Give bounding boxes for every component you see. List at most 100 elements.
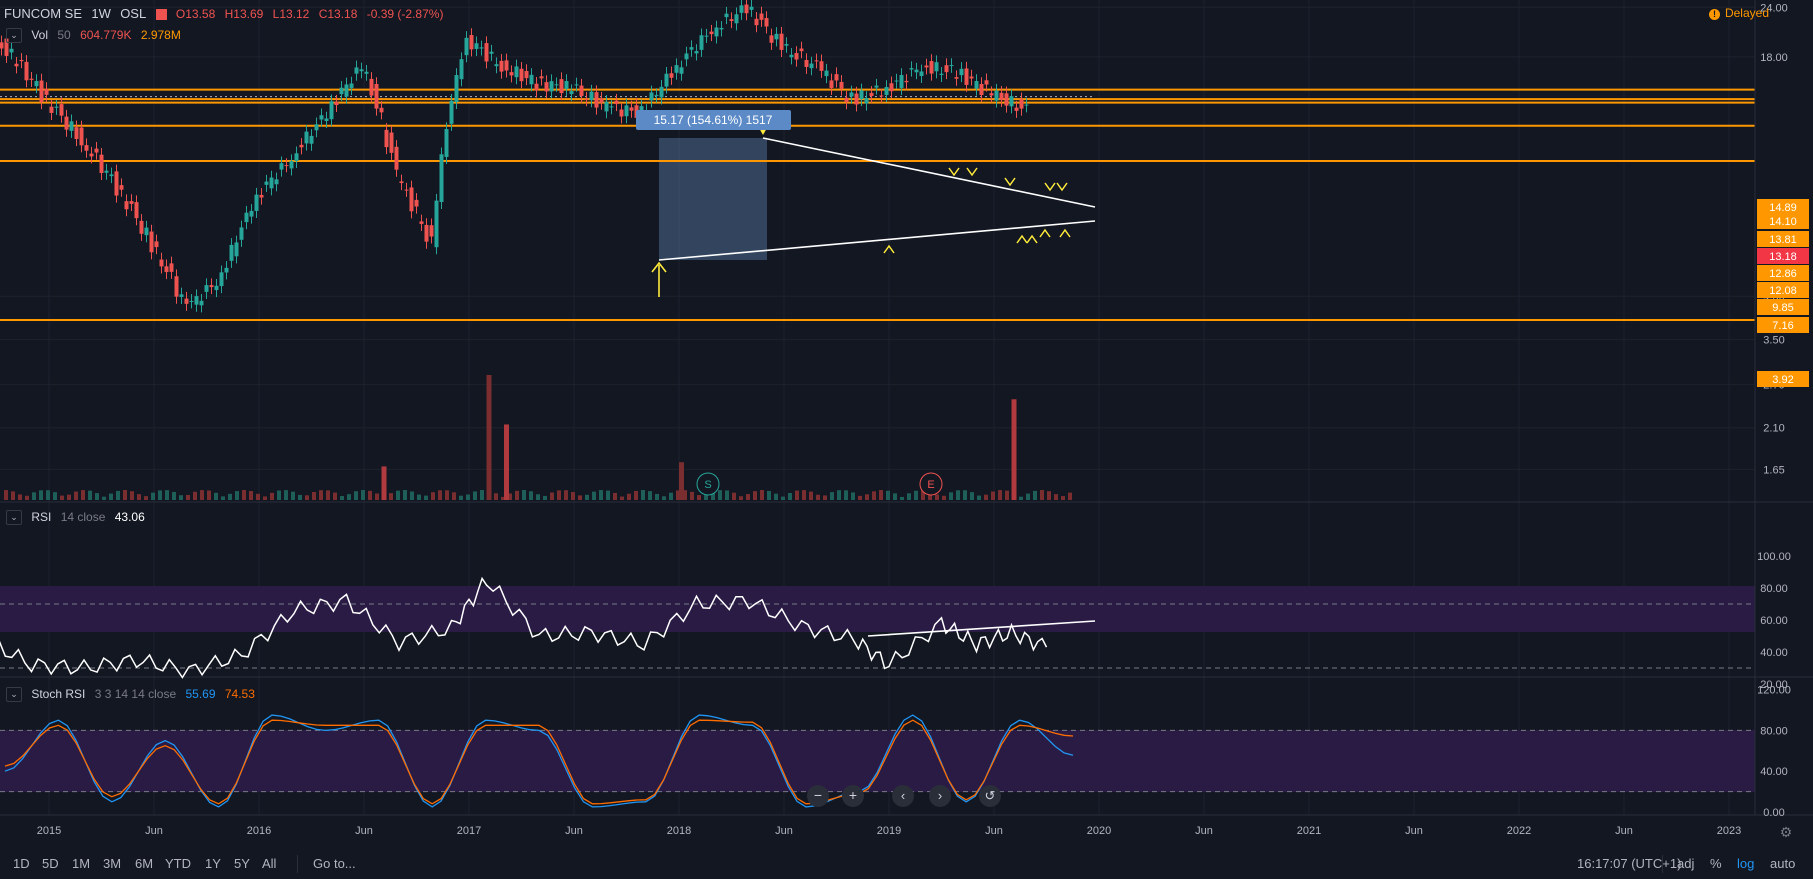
volume-bar xyxy=(697,495,701,500)
volume-bar xyxy=(648,491,652,500)
scroll-left-icon[interactable]: ‹ xyxy=(901,788,905,803)
volume-bar xyxy=(515,490,519,500)
volume-bar xyxy=(641,490,645,500)
symbol-name[interactable]: FUNCOM SE xyxy=(4,6,82,21)
range-button-all[interactable]: All xyxy=(262,856,277,871)
candle xyxy=(489,51,494,54)
candle xyxy=(159,259,164,267)
stoch-k-value: 55.69 xyxy=(185,687,216,701)
chart-canvas[interactable]: 70.0054.0042.0032.0024.0018.004.503.502.… xyxy=(0,0,1813,849)
candle xyxy=(844,97,849,103)
range-button-1m[interactable]: 1M xyxy=(72,856,91,871)
touch-marker xyxy=(966,167,978,177)
candle xyxy=(859,90,864,100)
zoom-in-icon[interactable]: + xyxy=(849,787,857,803)
range-button-5d[interactable]: 5D xyxy=(42,856,59,871)
volume-bar xyxy=(1033,490,1037,500)
volume-bar xyxy=(928,491,932,500)
collapse-chevron-icon[interactable]: ⌄ xyxy=(6,687,22,703)
candle xyxy=(259,194,264,198)
percent-toggle[interactable]: % xyxy=(1710,856,1722,871)
volume-bar xyxy=(445,490,449,500)
range-button-3m[interactable]: 3M xyxy=(103,856,122,871)
collapse-chevron-icon[interactable]: ⌄ xyxy=(6,28,22,44)
candle xyxy=(249,210,254,217)
rsi-label[interactable]: RSI xyxy=(31,510,52,524)
candle xyxy=(309,135,314,144)
time-tick-label: Jun xyxy=(985,825,1003,837)
touch-marker xyxy=(948,167,960,177)
volume-bar xyxy=(340,496,344,500)
candle xyxy=(369,78,374,96)
touch-markers xyxy=(883,167,1071,254)
candle xyxy=(989,93,994,96)
candle xyxy=(149,231,154,253)
volume-bar xyxy=(592,491,596,500)
volume-bar xyxy=(235,491,239,500)
flag-icon[interactable] xyxy=(155,9,167,21)
volume-bar xyxy=(494,493,498,500)
candle xyxy=(434,200,439,248)
collapse-chevron-icon[interactable]: ⌄ xyxy=(6,510,22,526)
resistance-trendline xyxy=(762,137,1096,208)
candle xyxy=(549,81,554,92)
reset-icon[interactable]: ↺ xyxy=(985,788,996,803)
volume-bar xyxy=(550,492,554,500)
split-marker xyxy=(696,472,720,496)
interval[interactable]: 1W xyxy=(91,6,111,21)
candle xyxy=(419,221,424,224)
candle xyxy=(924,65,929,68)
candle xyxy=(899,74,904,89)
volume-label[interactable]: Vol xyxy=(31,28,49,42)
volume-bar xyxy=(249,491,253,500)
range-button-1d[interactable]: 1D xyxy=(13,856,30,871)
volume-bar xyxy=(1054,494,1058,500)
candle xyxy=(619,109,624,117)
candle xyxy=(799,48,804,52)
range-button-1y[interactable]: 1Y xyxy=(205,856,221,871)
auto-toggle[interactable]: auto xyxy=(1770,856,1796,871)
adj-toggle[interactable]: adj xyxy=(1677,856,1695,871)
goto-button[interactable]: Go to... xyxy=(313,856,356,871)
candle xyxy=(14,63,19,67)
clock-readout[interactable]: 16:17:07 (UTC+1) xyxy=(1577,856,1682,871)
settings-gear-icon[interactable]: ⚙ xyxy=(1780,824,1793,840)
price-tick-label: 2.10 xyxy=(1763,423,1784,435)
candle xyxy=(999,92,1004,100)
zoom-out-icon[interactable]: − xyxy=(814,787,822,803)
candle xyxy=(599,98,604,103)
price-tag xyxy=(1757,282,1809,298)
candle xyxy=(144,227,149,236)
time-tick-label: Jun xyxy=(775,825,793,837)
scroll-right-icon[interactable]: › xyxy=(938,788,942,803)
candle xyxy=(919,71,924,77)
volume-bars xyxy=(4,375,1072,500)
candle xyxy=(974,81,979,89)
volume-bar xyxy=(137,494,141,500)
stoch-label[interactable]: Stoch RSI xyxy=(31,687,86,701)
candle xyxy=(579,85,584,97)
candle xyxy=(79,127,84,146)
volume-bar xyxy=(39,490,43,500)
volume-bar xyxy=(627,493,631,500)
candle xyxy=(424,224,429,242)
time-tick-label: Jun xyxy=(355,825,373,837)
range-button-ytd[interactable]: YTD xyxy=(165,856,191,871)
volume-spike xyxy=(486,375,492,500)
log-toggle[interactable]: log xyxy=(1737,856,1755,871)
symbol-legend: FUNCOM SE 1W OSL O13.58 H13.69 L13.12 C1… xyxy=(4,6,449,21)
candle xyxy=(739,5,744,13)
candle xyxy=(729,19,734,22)
delayed-badge[interactable]: ! Delayed xyxy=(1708,6,1769,20)
split-marker-label: S xyxy=(704,479,711,491)
price-tag-label: 12.86 xyxy=(1769,268,1797,280)
volume-bar xyxy=(830,492,834,500)
range-button-5y[interactable]: 5Y xyxy=(234,856,250,871)
time-tick-label: 2018 xyxy=(667,825,691,837)
volume-bar xyxy=(795,490,799,500)
price-tag-label: 13.18 xyxy=(1769,251,1797,263)
range-button-6m[interactable]: 6M xyxy=(135,856,154,871)
volume-bar xyxy=(977,495,981,500)
candle xyxy=(469,35,474,50)
volume-bar xyxy=(158,490,162,500)
